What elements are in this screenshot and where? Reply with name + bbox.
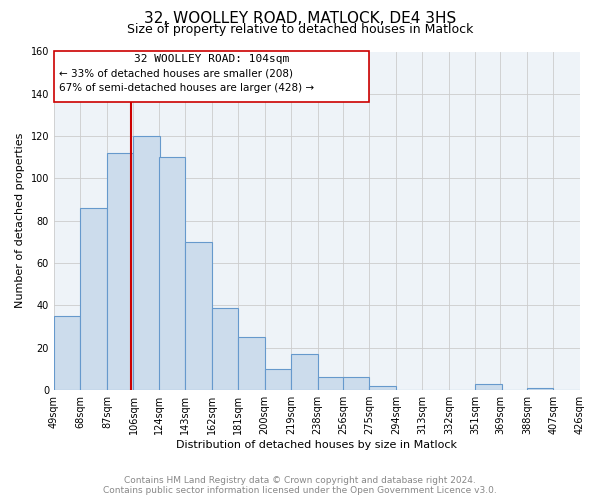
Bar	[238, 337, 265, 390]
Bar	[527, 388, 553, 390]
Bar	[265, 369, 291, 390]
Bar	[185, 242, 212, 390]
Bar	[54, 52, 369, 102]
Text: 67% of semi-detached houses are larger (428) →: 67% of semi-detached houses are larger (…	[59, 83, 314, 93]
Bar	[369, 386, 396, 390]
Bar	[291, 354, 317, 390]
Text: Size of property relative to detached houses in Matlock: Size of property relative to detached ho…	[127, 22, 473, 36]
Bar	[158, 158, 185, 390]
Bar	[212, 308, 238, 390]
Bar	[54, 316, 80, 390]
Bar	[80, 208, 107, 390]
Text: Contains HM Land Registry data © Crown copyright and database right 2024.
Contai: Contains HM Land Registry data © Crown c…	[103, 476, 497, 495]
Bar	[133, 136, 160, 390]
Text: 32, WOOLLEY ROAD, MATLOCK, DE4 3HS: 32, WOOLLEY ROAD, MATLOCK, DE4 3HS	[144, 11, 456, 26]
Bar	[475, 384, 502, 390]
Text: ← 33% of detached houses are smaller (208): ← 33% of detached houses are smaller (20…	[59, 68, 293, 78]
Bar	[107, 153, 133, 390]
Text: 32 WOOLLEY ROAD: 104sqm: 32 WOOLLEY ROAD: 104sqm	[134, 54, 289, 64]
X-axis label: Distribution of detached houses by size in Matlock: Distribution of detached houses by size …	[176, 440, 457, 450]
Bar	[317, 378, 344, 390]
Y-axis label: Number of detached properties: Number of detached properties	[15, 133, 25, 308]
Bar	[343, 378, 369, 390]
